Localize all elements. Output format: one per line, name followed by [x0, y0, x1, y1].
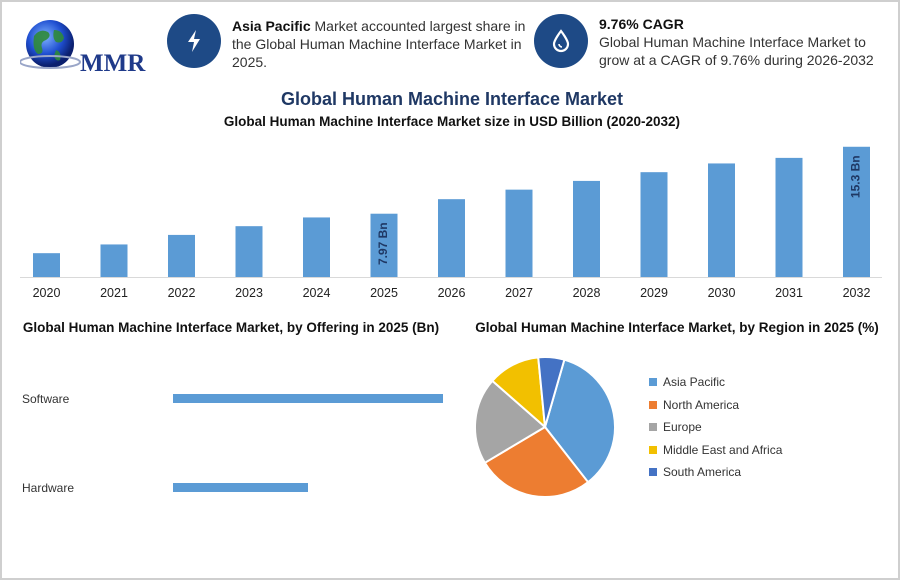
kpi-region-body: Market accounted largest share in the Gl…: [232, 18, 526, 70]
legend-item-asia-pacific: Asia Pacific: [649, 375, 725, 389]
x-tick-2023: 2023: [235, 286, 263, 300]
x-tick-2025: 2025: [370, 286, 398, 300]
legend-label: North America: [663, 397, 740, 412]
globe-icon: [19, 20, 81, 69]
logo-text: MMR: [80, 50, 146, 77]
bar-2024: [303, 217, 330, 277]
legend-item-north-america: North America: [649, 398, 739, 412]
legend-swatch: [649, 445, 657, 454]
pie-slice-europe: [474, 379, 547, 465]
drop-icon: [534, 14, 588, 68]
legend-swatch: [649, 378, 657, 386]
offering-bar-chart: [173, 394, 443, 492]
x-tick-2020: 2020: [33, 286, 61, 300]
bar-2021: [100, 244, 128, 277]
kpi-cagr-body: Global Human Machine Interface Market to…: [599, 34, 874, 68]
pie-slice-south-america: [537, 356, 566, 428]
kpi-cagr-text: 9.76% CAGR Global Human Machine Interfac…: [599, 15, 889, 69]
pie-slice-asia-pacific: [543, 358, 616, 484]
data-label-2025: 7.97 Bn: [376, 222, 390, 265]
bar-2023: [235, 226, 263, 277]
mmr-logo: MMR: [19, 16, 145, 80]
bar-2028: [573, 180, 600, 277]
data-label-2032: 15.3 Bn: [849, 155, 863, 198]
kpi-cagr-bold: 9.76% CAGR: [599, 16, 684, 32]
region-pie-chart: [474, 356, 616, 498]
region-chart-title: Global Human Machine Interface Market, b…: [475, 320, 879, 335]
bar-2022: [168, 234, 195, 277]
bar-2027: [505, 189, 533, 277]
legend-item-europe: Europe: [649, 420, 702, 434]
kpi-region-bold: Asia Pacific: [232, 18, 311, 34]
offering-bar-hardware: [173, 483, 308, 492]
bar-2025: [370, 213, 398, 277]
market-size-bar-chart: 2020 2021 2022 2023 2024 2025 7.97 Bn 2026 2027 2…: [20, 146, 882, 300]
bar-2032: [843, 146, 870, 277]
bar-2031: [775, 157, 803, 277]
legend-item-south-america: South America: [649, 465, 741, 479]
bar-2020: [33, 253, 60, 277]
bar-2026: [438, 199, 465, 277]
x-tick-2027: 2027: [505, 286, 533, 300]
x-tick-2031: 2031: [775, 286, 803, 300]
x-tick-2022: 2022: [168, 286, 196, 300]
offering-label-hardware: Hardware: [22, 481, 75, 495]
legend-label: South America: [663, 465, 742, 479]
legend-label: Europe: [663, 420, 702, 434]
offering-bar-software: [173, 394, 443, 403]
pie-slice-north-america: [483, 425, 590, 498]
offering-chart-title: Global Human Machine Interface Market, b…: [22, 320, 440, 335]
x-tick-2030: 2030: [708, 286, 736, 300]
offering-label-software: Software: [22, 392, 70, 406]
legend-swatch: [649, 400, 657, 409]
lightning-icon: [167, 14, 221, 68]
x-tick-2021: 2021: [100, 286, 128, 300]
x-tick-2026: 2026: [438, 286, 466, 300]
legend-item-middle-east-and-africa: Middle East and Africa: [649, 443, 782, 457]
bar-2030: [708, 163, 735, 277]
x-tick-2028: 2028: [573, 286, 601, 300]
kpi-region-text: Asia Pacific Market accounted largest sh…: [232, 17, 527, 71]
legend-swatch: [649, 468, 657, 476]
x-tick-2024: 2024: [303, 286, 331, 300]
main-chart-subtitle: Global Human Machine Interface Market si…: [223, 114, 681, 129]
x-tick-2032: 2032: [843, 286, 871, 300]
x-tick-2029: 2029: [640, 286, 668, 300]
bar-2029: [640, 172, 668, 277]
legend-label: Middle East and Africa: [663, 442, 783, 457]
main-chart-title: Global Human Machine Interface Market: [280, 89, 624, 109]
legend-swatch: [649, 423, 657, 431]
legend-label: Asia Pacific: [663, 375, 726, 389]
